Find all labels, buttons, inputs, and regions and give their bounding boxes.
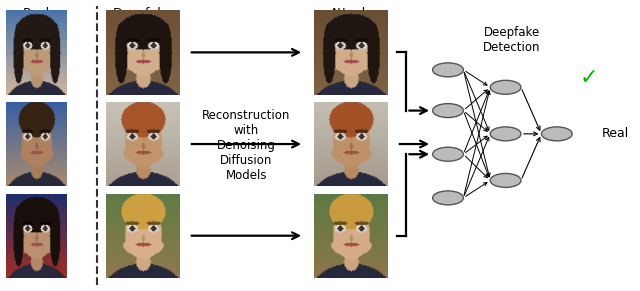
Circle shape — [433, 63, 463, 77]
Circle shape — [433, 147, 463, 161]
Text: Real: Real — [602, 127, 629, 140]
Circle shape — [490, 173, 521, 187]
Circle shape — [433, 104, 463, 118]
Circle shape — [433, 191, 463, 205]
Text: Attack: Attack — [330, 7, 371, 20]
Text: Deepfake
Detection: Deepfake Detection — [483, 26, 541, 54]
Circle shape — [541, 127, 572, 141]
Circle shape — [490, 127, 521, 141]
Text: ✓: ✓ — [579, 69, 598, 88]
Circle shape — [490, 80, 521, 94]
Text: Reconstruction
with
Denoising
Diffusion
Models: Reconstruction with Denoising Diffusion … — [202, 109, 291, 182]
Text: Real: Real — [23, 7, 51, 20]
Text: Deepfake: Deepfake — [113, 7, 172, 20]
